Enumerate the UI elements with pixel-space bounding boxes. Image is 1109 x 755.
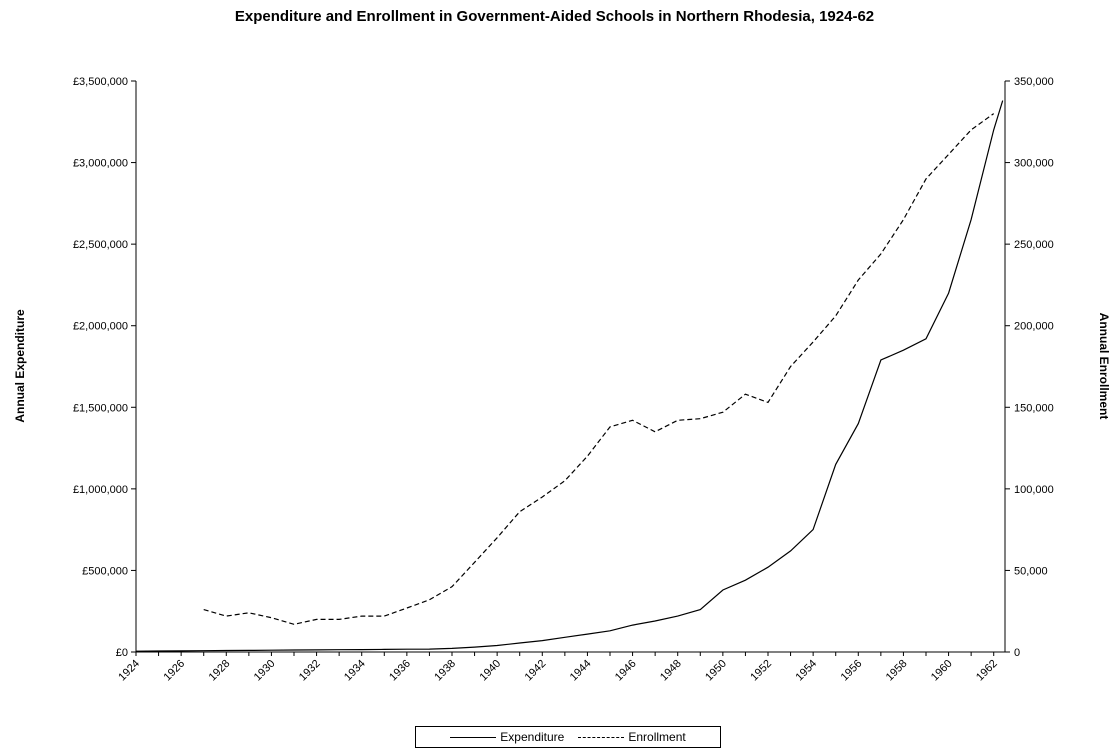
- legend: Expenditure Enrollment: [415, 726, 721, 748]
- x-tick-label: 1954: [793, 658, 819, 684]
- series-line-expenditure: [135, 100, 1004, 652]
- right-y-tick-label: 50,000: [1014, 565, 1048, 577]
- left-axis-title: Annual Expenditure: [13, 309, 27, 423]
- legend-label-expenditure: Expenditure: [500, 730, 565, 744]
- right-y-tick-label: 0: [1014, 647, 1020, 659]
- legend-item-expenditure: Expenditure: [450, 730, 564, 744]
- series-line-enrollment: [203, 113, 995, 625]
- left-y-tick-label: £1,500,000: [73, 402, 128, 414]
- x-tick-label: 1950: [703, 658, 729, 684]
- x-tick-label: 1930: [252, 658, 278, 684]
- legend-label-enrollment: Enrollment: [628, 730, 686, 744]
- left-y-tick-label: £2,500,000: [73, 239, 128, 251]
- x-tick-label: 1926: [161, 658, 187, 684]
- series-lines: [135, 100, 1004, 652]
- x-tick-label: 1942: [523, 658, 549, 684]
- right-axis-title: Annual Enrollment: [1097, 313, 1109, 420]
- left-y-tick-label: £500,000: [82, 565, 128, 577]
- left-y-tick-label: £3,000,000: [73, 158, 128, 170]
- axes: £0 £500,000 £1,000,000 £1,500,000 £2,000,000…: [73, 76, 1054, 683]
- legend-item-enrollment: Enrollment: [578, 730, 686, 744]
- chart-plot: £0 £500,000 £1,000,000 £1,500,000 £2,000,000…: [13, 76, 1109, 683]
- right-y-tick-label: 300,000: [1014, 158, 1054, 170]
- x-tick-label: 1948: [658, 658, 684, 684]
- left-y-tick-label: £1,000,000: [73, 484, 128, 496]
- x-tick-label: 1932: [297, 658, 323, 684]
- x-tick-label: 1956: [839, 658, 865, 684]
- right-y-tick-label: 250,000: [1014, 239, 1054, 251]
- x-tick-label: 1934: [342, 658, 368, 684]
- x-tick-label: 1962: [974, 658, 1000, 684]
- x-tick-label: 1960: [929, 658, 955, 684]
- left-y-tick-label: £3,500,000: [73, 76, 128, 88]
- left-y-tick-label: £2,000,000: [73, 321, 128, 333]
- x-tick-label: 1924: [116, 658, 142, 684]
- legend-dashed-line-icon: [578, 736, 625, 738]
- x-tick-label: 1946: [613, 658, 639, 684]
- x-tick-label: 1928: [207, 658, 233, 684]
- x-tick-label: 1944: [568, 658, 594, 684]
- x-tick-label: 1936: [387, 658, 413, 684]
- left-y-tick-label: £0: [116, 647, 128, 659]
- x-tick-label: 1952: [748, 658, 774, 684]
- legend-solid-line-icon: [450, 736, 497, 738]
- right-y-tick-label: 100,000: [1014, 484, 1054, 496]
- right-y-tick-label: 150,000: [1014, 402, 1054, 414]
- x-tick-label: 1938: [432, 658, 458, 684]
- right-y-tick-label: 200,000: [1014, 321, 1054, 333]
- right-y-tick-label: 350,000: [1014, 76, 1054, 88]
- x-tick-label: 1940: [477, 658, 503, 684]
- chart-title: Expenditure and Enrollment in Government…: [234, 8, 875, 25]
- x-tick-label: 1958: [884, 658, 910, 684]
